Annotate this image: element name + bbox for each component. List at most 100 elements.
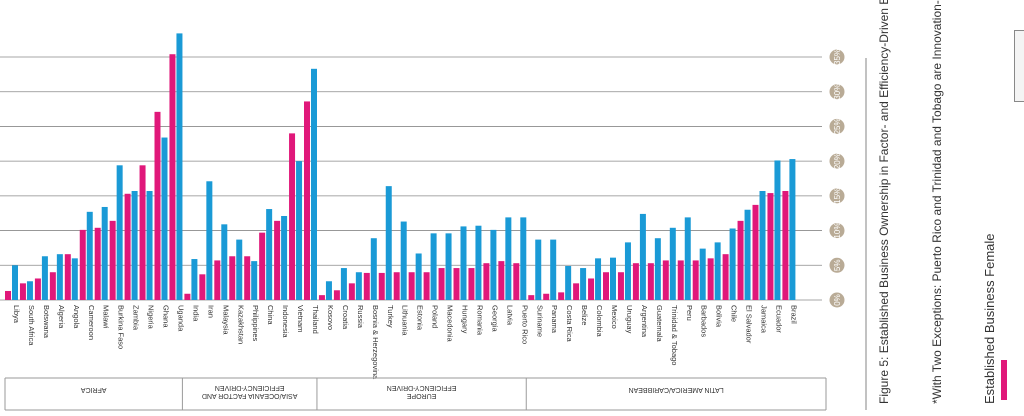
bar-female [677,260,684,300]
x-tick-label: Argentina [640,305,649,338]
bar-female [737,220,744,300]
x-tick-label: Belize [580,305,589,325]
bar-male [415,253,422,300]
x-tick-label: Costa Rica [565,305,574,343]
bar-male [789,159,796,300]
bar-female [707,258,714,300]
x-tick-label: Nigeria [147,305,156,330]
x-tick-label: Peru [685,305,694,321]
y-tick-badge [829,49,845,65]
region-label: AFRICA [81,386,107,393]
bar-female [558,292,565,300]
x-tick-label: Turkey [386,305,395,328]
x-tick-label: Guatemala [655,305,664,343]
x-tick-label: Lithuania [401,305,410,336]
x-tick-label: Iran [206,305,215,318]
x-tick-label: Botswana [42,305,51,339]
bar-female [498,261,505,300]
bar-female [154,111,161,300]
x-tick-label: Croatia [341,305,350,330]
bar-female [289,133,296,300]
bar-male [535,239,542,300]
bar-male [475,225,482,300]
y-tick-badge [829,292,845,308]
bar-male [325,281,332,300]
bar-female [229,256,236,300]
bar-male [296,161,303,300]
bar-female [109,220,116,300]
bar-male [565,265,572,300]
bar-female [692,260,699,300]
x-tick-label: Jamaica [760,305,769,334]
bar-female [588,278,595,300]
bar-female [259,232,266,300]
x-tick-label: Uruguay [625,305,634,334]
y-tick-label: 35% [833,49,842,65]
bar-female [483,263,490,300]
bar-female [378,272,385,300]
bar-male [385,186,392,300]
bar-female [274,220,281,300]
bar-male [654,238,661,300]
bar-female [543,293,550,300]
bar-female [453,268,460,300]
bar-male [699,248,706,300]
bar-female [49,272,56,300]
x-tick-label: Bosnia & Herzegovina [371,305,380,380]
bar-female [169,54,176,301]
bar-male [266,209,273,300]
x-tick-label: Uganda [176,305,185,332]
bar-female [124,193,131,300]
bar-female [79,229,86,300]
bar-female [393,272,400,300]
x-tick-label: Burkina Faso [117,305,126,349]
x-tick-label: South Africa [27,305,36,346]
bar-male [639,213,646,300]
bar-male [400,221,407,300]
x-tick-label: Georgia [490,305,499,333]
bar-male [580,268,587,300]
bar-male [41,256,48,300]
bar-male [26,281,33,300]
x-tick-label: Panama [550,305,559,334]
x-tick-label: Kazakhstan [236,305,245,344]
bar-male [281,215,288,300]
y-tick-label: 5% [833,260,842,272]
figure-note: *With Two Exceptions: Puerto Rico and Tr… [930,0,944,404]
x-tick-label: Colombia [595,305,604,338]
y-tick-badge [829,84,845,100]
bar-male [445,233,452,300]
x-tick-label: Malawi [102,305,111,329]
x-tick-label: Suriname [535,305,544,337]
bar-male [101,206,108,300]
x-tick-label: Philippines [251,305,260,342]
bar-male [176,33,183,300]
bar-female [199,274,206,300]
scroll-edge[interactable] [1014,30,1024,102]
y-tick-badge [829,153,845,169]
region-label: ASIA/OCEANIA FACTOR AND [202,392,298,399]
bar-male [12,265,18,300]
bar-female [767,193,774,300]
bar-female [632,263,639,300]
bar-male [714,242,721,300]
bar-male [206,181,213,300]
x-tick-label: Hungary [461,305,470,334]
x-tick-label: Libya [12,305,21,324]
x-tick-label: Mexico [610,305,619,329]
x-tick-label: Malaysia [221,305,230,335]
bar-female [468,268,475,300]
bar-female [348,283,355,300]
bar-male [684,217,691,300]
bar-male [490,229,497,300]
bar-male [116,165,123,300]
bar-female [5,290,11,300]
region-label: EFFICIENCY-DRIVEN [387,384,457,391]
bar-female [214,260,221,300]
y-tick-label: 20% [833,153,842,169]
bar-male [161,137,168,300]
x-tick-label: Estonia [416,305,425,331]
bar-male [729,228,736,300]
